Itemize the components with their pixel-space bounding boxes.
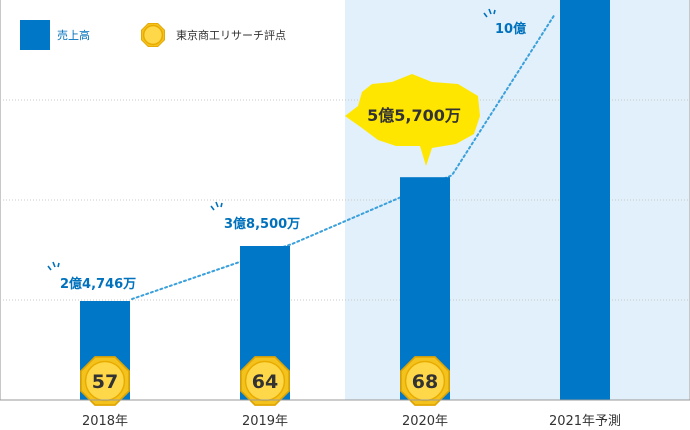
x-tick-label: 2019年 — [242, 414, 288, 429]
score-medal-2020年 — [400, 356, 450, 406]
legend-medal-icon — [141, 23, 165, 47]
x-tick-label: 2020年 — [402, 414, 448, 429]
sparkle-mark — [210, 201, 223, 211]
value-label-2018年: 2億4,746万 — [60, 276, 136, 292]
legend-swatch-sales — [20, 20, 50, 50]
score-value: 57 — [92, 371, 118, 393]
score-value: 64 — [252, 371, 278, 393]
score-medal-2019年 — [240, 356, 290, 406]
value-callout: 5億5,700万 — [345, 74, 480, 166]
sparkle-mark — [47, 261, 60, 271]
legend-label-score: 東京商工リサーチ評点 — [176, 28, 286, 42]
trend-polyline — [131, 13, 556, 301]
value-labels: 2億4,746万 3億8,500万 10億 5億5,700万 — [47, 8, 526, 292]
legend: 売上高 東京商工リサーチ評点 — [20, 20, 286, 50]
x-tick-label: 2018年 — [82, 414, 128, 429]
trend-line — [131, 13, 556, 301]
score-medal-2018年 — [80, 356, 130, 406]
x-tick-label: 2021年予測 — [549, 414, 621, 429]
value-label-2019年: 3億8,500万 — [224, 216, 300, 232]
value-label-2021年予測: 10億 — [495, 21, 526, 37]
value-label-2020年: 5億5,700万 — [367, 106, 461, 125]
score-value: 68 — [412, 371, 438, 393]
score-medals: 57 64 68 — [80, 356, 450, 406]
legend-label-sales: 売上高 — [57, 28, 90, 42]
x-axis: 2018年 2019年 2020年 2021年予測 — [0, 399, 690, 429]
sparkle-mark — [483, 8, 496, 18]
callout-shape — [345, 74, 480, 166]
bar-2021年予測 — [560, 0, 610, 400]
